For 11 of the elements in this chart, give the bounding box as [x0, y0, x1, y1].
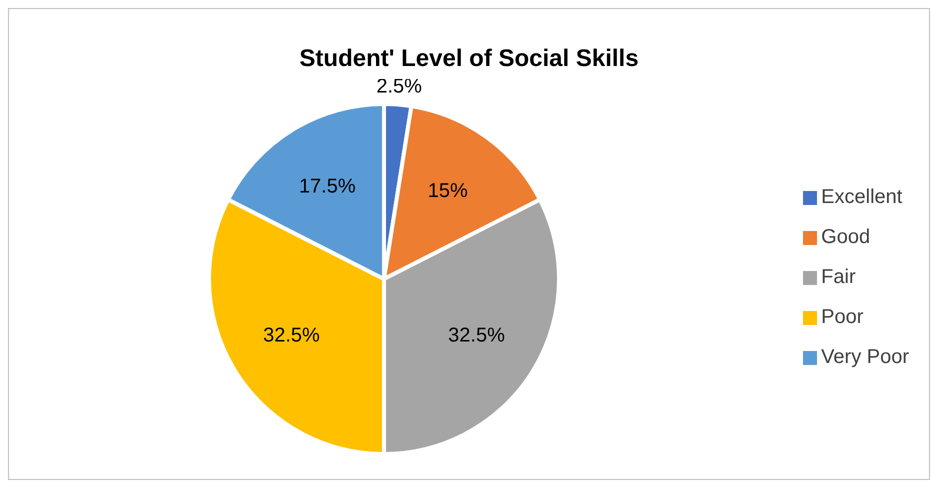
chart-title: Student' Level of Social Skills	[299, 45, 639, 72]
legend-label: Fair	[821, 266, 856, 288]
data-label: 17.5%	[298, 175, 356, 198]
legend-label: Poor	[821, 306, 864, 328]
legend-label: Good	[821, 226, 870, 248]
legend-label: Very Poor	[821, 346, 909, 368]
data-label: 32.5%	[263, 324, 320, 347]
legend-label: Excellent	[821, 186, 902, 208]
data-label: 32.5%	[448, 324, 506, 347]
data-label: 15%	[428, 180, 468, 202]
data-label: 2.5%	[376, 76, 422, 98]
